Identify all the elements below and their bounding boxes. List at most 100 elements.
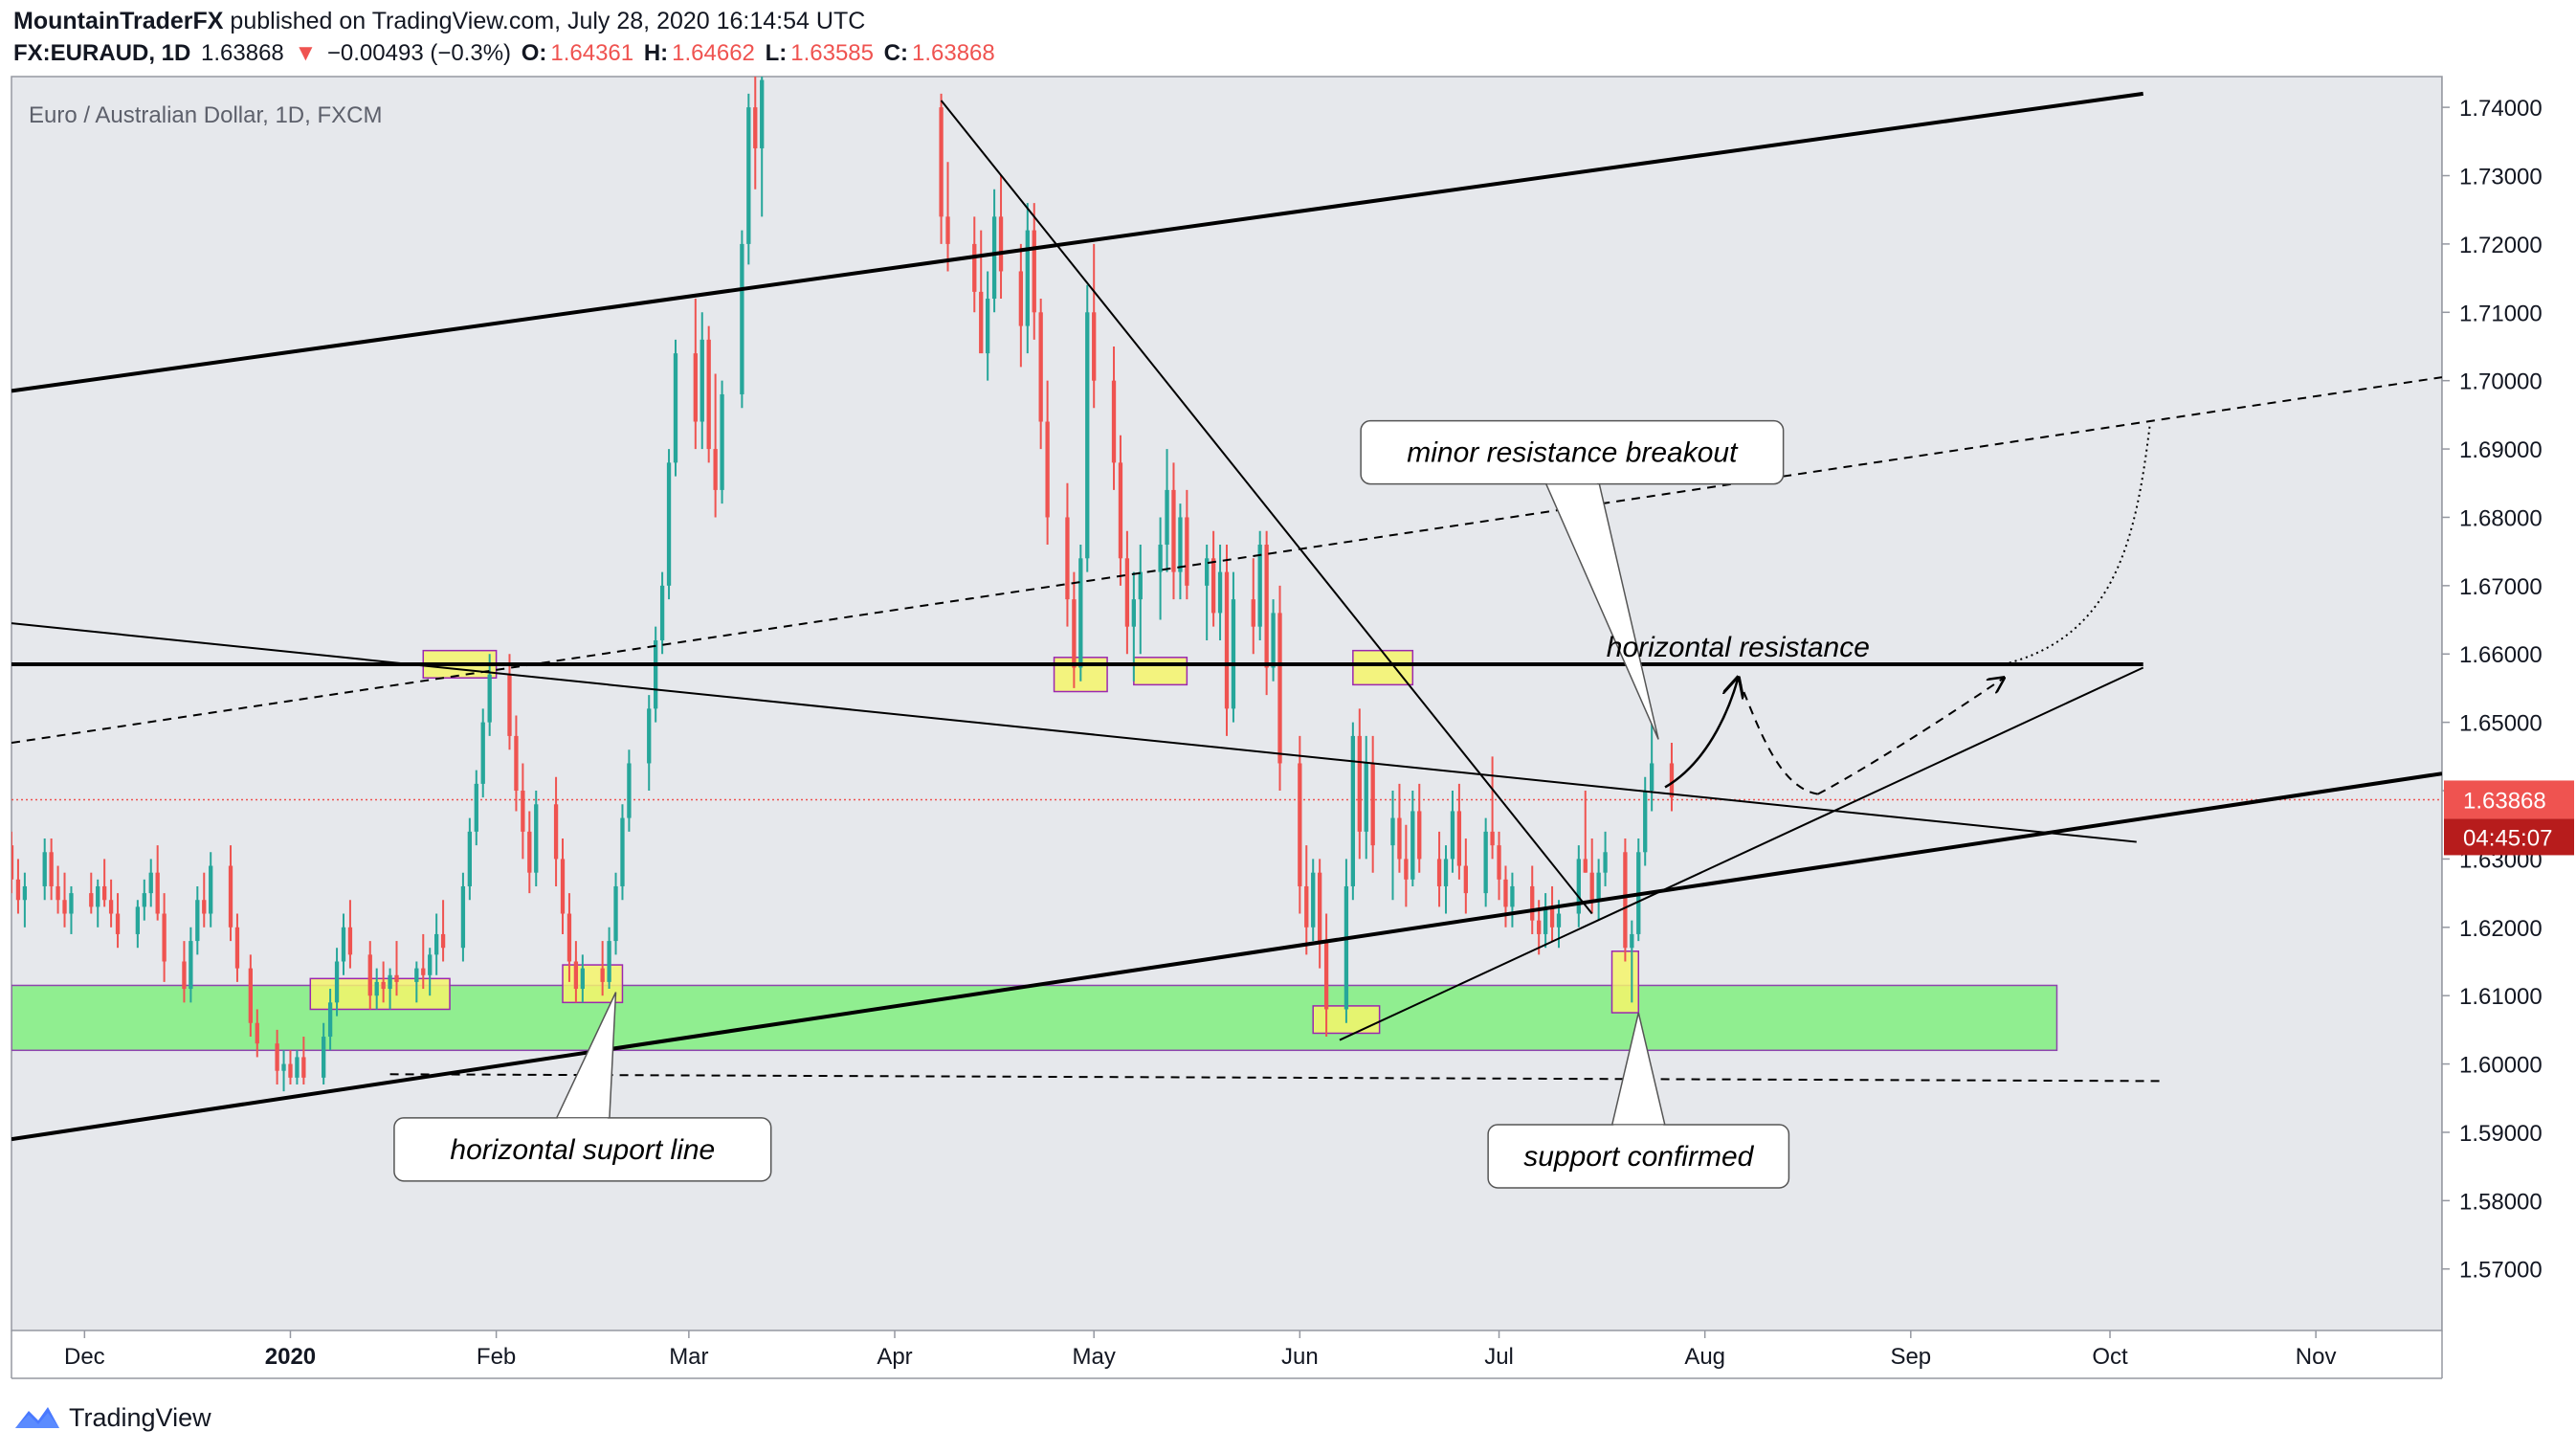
candle-body (573, 961, 579, 990)
bearish-candle (1185, 489, 1189, 600)
candle-body (301, 1057, 306, 1078)
bearish-candle (979, 230, 984, 354)
bullish-candle (1085, 284, 1090, 572)
bearish-candle (600, 941, 605, 996)
tradingview-brand: TradingView (69, 1402, 211, 1432)
bullish-candle (1510, 872, 1515, 928)
candle-body (334, 961, 340, 1003)
candle-body (69, 893, 74, 914)
candle-body (96, 885, 100, 907)
candle-body (115, 913, 121, 934)
bullish-candle (96, 879, 100, 928)
bearish-candle (49, 838, 54, 901)
candle-body (1450, 811, 1455, 860)
candle-body (1443, 859, 1449, 886)
candle-body (1078, 558, 1083, 668)
candle-body (1298, 763, 1302, 886)
bullish-candle (673, 339, 678, 477)
candle-body (1417, 811, 1422, 860)
bearish-candle (527, 811, 532, 894)
bearish-candle (1318, 859, 1322, 969)
bearish-candle (182, 941, 187, 1003)
candle-body (428, 954, 433, 975)
high-label: H: (643, 40, 669, 66)
candle-body (135, 906, 141, 934)
countdown-badge (2444, 818, 2574, 856)
bullish-candle (428, 948, 433, 996)
bullish-candle (1025, 203, 1030, 354)
bearish-candle (347, 900, 353, 969)
bearish-candle (1490, 756, 1495, 860)
bearish-candle (1092, 243, 1097, 409)
y-tick-label: 1.61000 (2459, 984, 2543, 1010)
candle-body (760, 79, 765, 148)
bullish-candle (666, 449, 672, 600)
candle-body (255, 1022, 259, 1044)
candle-body (1503, 879, 1508, 907)
candle-body (1404, 859, 1409, 880)
candle-body (480, 722, 485, 784)
candle-body (1344, 885, 1349, 1010)
projection-path (2003, 424, 2151, 665)
y-tick-label: 1.66000 (2459, 642, 2543, 668)
candle-body (1397, 817, 1402, 860)
bearish-candle (553, 776, 559, 886)
low-value: 1.63585 (790, 40, 874, 66)
bearish-candle (507, 654, 512, 750)
candle-body (1650, 763, 1654, 792)
candle-body (1025, 230, 1030, 326)
bullish-candle (414, 961, 419, 1003)
candle-body (1370, 763, 1375, 846)
candle-body (1643, 791, 1648, 853)
bullish-candle (467, 817, 473, 901)
candle-body (1497, 845, 1501, 880)
bearish-candle (1298, 735, 1302, 914)
candle-body (1257, 545, 1262, 627)
candle-body (534, 804, 539, 873)
bullish-candle (654, 626, 658, 723)
bullish-candle (327, 989, 333, 1051)
candle-body (460, 885, 466, 949)
candle-body (1589, 872, 1594, 901)
candle-body (467, 831, 473, 886)
bullish-candle (613, 872, 618, 955)
candle-body (1217, 571, 1223, 614)
candle-body (1032, 230, 1036, 313)
bullish-candle (195, 885, 200, 955)
candle-body (89, 893, 94, 907)
bullish-candle (700, 312, 704, 450)
candle-body (666, 462, 672, 586)
bullish-candle (1078, 545, 1083, 682)
y-tick-label: 1.67000 (2459, 574, 2543, 600)
candle-body (1271, 613, 1276, 668)
candle-body (1231, 599, 1236, 709)
candle-body (1065, 517, 1070, 600)
price-change: −0.00493 (−0.3%) (326, 40, 512, 66)
bearish-candle (102, 859, 107, 907)
tradingview-footer[interactable]: TradingView (13, 1401, 211, 1434)
candle-body (487, 674, 492, 723)
candle-body (182, 961, 187, 990)
candle-body (1210, 558, 1216, 614)
trend-line (11, 771, 2442, 1142)
highlight-box (1133, 657, 1188, 686)
highlight-box (1352, 649, 1414, 686)
bullish-candle (42, 838, 47, 901)
candle-body (627, 763, 632, 818)
annotation: support confirmed (1487, 1012, 1790, 1189)
candle-body (148, 872, 153, 894)
candle-body (155, 872, 160, 914)
bullish-candle (148, 859, 153, 907)
bullish-candle (1344, 859, 1349, 1023)
price-chart[interactable]: Euro / Australian Dollar, 1D, FXCM minor… (0, 0, 2576, 1388)
countdown-label: 04:45:07 (2463, 825, 2552, 851)
last-price-badge (2444, 780, 2574, 819)
publisher-name[interactable]: MountainTraderFX (13, 8, 224, 34)
candle-body (234, 927, 240, 969)
bullish-candle (627, 749, 632, 832)
candle-body (295, 1057, 300, 1078)
low-label: L: (765, 40, 788, 66)
price-axis[interactable] (2442, 77, 2576, 1330)
bullish-candle (760, 77, 765, 217)
bearish-candle (972, 216, 977, 313)
